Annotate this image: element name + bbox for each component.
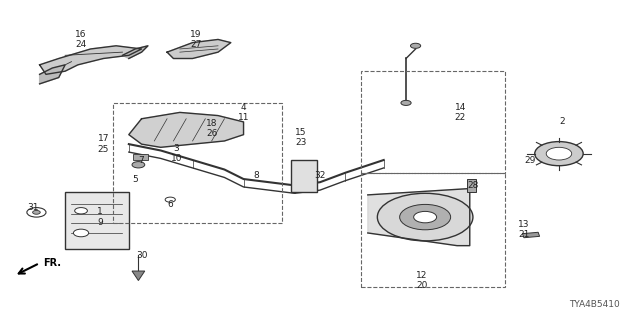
Bar (467, 179, 476, 192)
Text: 14
22: 14 22 (454, 103, 466, 122)
Circle shape (74, 229, 89, 237)
Bar (132, 154, 148, 160)
Circle shape (535, 142, 583, 166)
Text: 12
20: 12 20 (416, 271, 428, 290)
Bar (522, 232, 540, 238)
Text: TYA4B5410: TYA4B5410 (569, 300, 620, 309)
Text: 31: 31 (28, 203, 39, 212)
Polygon shape (167, 39, 231, 59)
Text: 19
27: 19 27 (190, 30, 202, 49)
Polygon shape (40, 46, 141, 74)
Polygon shape (65, 192, 129, 249)
Polygon shape (122, 46, 148, 59)
Text: 18
26: 18 26 (206, 119, 218, 138)
Circle shape (165, 197, 175, 202)
Text: 4
11: 4 11 (238, 103, 250, 122)
Circle shape (27, 208, 46, 217)
Bar (291, 160, 317, 192)
Text: 3
10: 3 10 (171, 144, 182, 163)
Circle shape (410, 43, 420, 48)
Circle shape (413, 212, 436, 223)
Polygon shape (40, 65, 65, 84)
Polygon shape (132, 271, 145, 281)
Polygon shape (129, 112, 244, 147)
Bar (362, 71, 505, 173)
Text: 2: 2 (559, 117, 565, 126)
Circle shape (399, 204, 451, 230)
Text: FR.: FR. (43, 258, 61, 268)
Text: 13
21: 13 21 (518, 220, 530, 239)
Text: 29: 29 (525, 156, 536, 164)
Text: 6: 6 (168, 200, 173, 209)
Circle shape (378, 193, 473, 241)
Circle shape (401, 100, 411, 105)
Text: 32: 32 (314, 172, 326, 180)
Circle shape (546, 147, 572, 160)
Text: 1
9: 1 9 (97, 207, 103, 227)
Circle shape (75, 208, 88, 214)
Text: 17
25: 17 25 (97, 134, 109, 154)
Circle shape (132, 162, 145, 168)
Text: 15
23: 15 23 (295, 128, 307, 148)
Text: 7: 7 (139, 156, 145, 164)
Text: 16
24: 16 24 (76, 30, 87, 49)
Circle shape (33, 211, 40, 214)
Text: 30: 30 (136, 251, 147, 260)
Text: 8: 8 (253, 172, 259, 180)
Polygon shape (368, 188, 470, 246)
Text: 5: 5 (132, 174, 138, 184)
Bar (362, 173, 505, 287)
Text: 28: 28 (467, 181, 479, 190)
Bar (113, 103, 282, 223)
